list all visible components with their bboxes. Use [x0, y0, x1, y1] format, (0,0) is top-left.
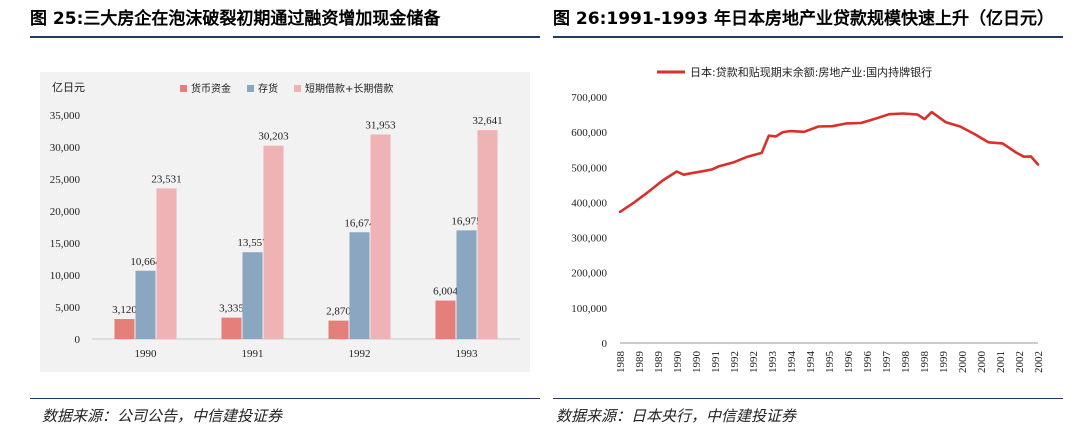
- x-tick-label: 1994: [786, 351, 798, 374]
- x-tick-label: 1992: [748, 351, 760, 373]
- y-tick-label: 20,000: [50, 206, 81, 218]
- y-tick-label: 500,000: [571, 162, 607, 174]
- bar: [156, 188, 177, 339]
- y-tick-label: 10,000: [50, 270, 81, 282]
- y-tick-label: 200,000: [571, 268, 607, 280]
- left-source-note: 数据来源：公司公告，中信建投证券: [42, 407, 283, 425]
- x-tick-label: 1997: [881, 351, 893, 374]
- bar: [263, 145, 284, 339]
- x-tick-label: 1992: [729, 351, 741, 373]
- left-title-rule: [30, 36, 540, 38]
- bar: [242, 252, 263, 339]
- y-tick-label: 300,000: [571, 233, 607, 245]
- x-tick-label: 2000: [957, 351, 969, 374]
- bar: [221, 317, 242, 339]
- bar-data-label: 2,870: [326, 306, 351, 318]
- legend-label: 货币资金: [191, 82, 231, 95]
- legend-swatch: [247, 85, 254, 92]
- right-source-note: 数据来源：日本央行，中信建投证券: [556, 407, 797, 425]
- bar-data-label: 30,203: [258, 131, 289, 143]
- x-tick-label: 2002: [1033, 351, 1045, 373]
- data-line: [618, 110, 1040, 214]
- legend-label: 短期借款+长期借款: [305, 82, 393, 95]
- bar: [349, 232, 370, 339]
- x-tick-label: 1991: [710, 351, 722, 373]
- x-tick-label: 2000: [976, 351, 988, 374]
- legend-swatch: [180, 85, 187, 92]
- bar-data-label: 6,004: [433, 286, 458, 298]
- bar: [456, 230, 477, 339]
- y-tick-label: 600,000: [571, 127, 607, 139]
- x-tick-label: 2002: [1014, 351, 1026, 373]
- y-tick-label: 0: [602, 338, 608, 350]
- bar-data-label: 16,674: [344, 217, 375, 229]
- y-tick-label: 30,000: [50, 142, 81, 154]
- right-source-rule: [553, 398, 1063, 399]
- x-tick-label: 2001: [995, 351, 1007, 373]
- x-tick-label: 1998: [919, 351, 931, 374]
- y-axis-unit-label: 亿日元: [52, 81, 85, 94]
- bar-data-label: 32,641: [472, 115, 502, 127]
- bar-data-label: 31,953: [365, 120, 396, 132]
- y-tick-label: 400,000: [571, 197, 607, 209]
- x-tick-label: 1996: [862, 351, 874, 374]
- y-tick-label: 15,000: [50, 238, 81, 250]
- x-tick-label: 1999: [938, 351, 950, 374]
- x-tick-label: 1989: [653, 351, 665, 374]
- bar-data-label: 3,120: [112, 304, 137, 316]
- x-tick-label: 1988: [615, 351, 627, 374]
- y-tick-label: 35,000: [50, 110, 81, 122]
- x-tick-label: 1991: [242, 348, 264, 360]
- right-title-rule: [553, 36, 1063, 38]
- legend-label: 日本:贷款和贴现期末余额:房地产业:国内持牌银行: [690, 65, 932, 79]
- y-tick-label: 25,000: [50, 174, 81, 186]
- y-tick-label: 0: [75, 334, 81, 346]
- x-tick-label: 1994: [805, 351, 817, 374]
- bar: [477, 130, 498, 339]
- bar-data-label: 10,664: [130, 256, 161, 268]
- x-tick-label: 1996: [843, 351, 855, 374]
- y-tick-label: 700,000: [571, 92, 607, 104]
- x-tick-label: 1990: [691, 351, 703, 374]
- bar-data-label: 16,975: [451, 215, 482, 227]
- legend-label: 存货: [258, 82, 278, 95]
- bar: [135, 270, 156, 339]
- x-tick-label: 1989: [634, 351, 646, 374]
- x-tick-label: 1993: [456, 348, 479, 360]
- bar: [435, 300, 456, 339]
- bar: [114, 319, 135, 339]
- x-tick-label: 1993: [767, 351, 779, 374]
- x-tick-label: 1998: [900, 351, 912, 374]
- x-tick-label: 1995: [824, 351, 836, 374]
- bar: [370, 134, 391, 339]
- x-tick-label: 1990: [672, 351, 684, 374]
- y-tick-label: 100,000: [571, 303, 607, 315]
- bar-data-label: 23,531: [151, 173, 181, 185]
- bar-data-label: 3,335: [219, 303, 244, 315]
- x-tick-label: 1992: [349, 348, 371, 360]
- bar-data-label: 13,557: [237, 237, 268, 249]
- left-source-rule: [30, 398, 540, 399]
- right-chart-title: 图 26:1991-1993 年日本房地产业贷款规模快速上升（亿日元）: [553, 9, 1054, 29]
- left-chart-title: 图 25:三大房企在泡沫破裂初期通过融资增加现金储备: [30, 9, 441, 29]
- x-tick-label: 1990: [135, 348, 158, 360]
- legend-swatch: [294, 85, 301, 92]
- y-tick-label: 5,000: [55, 302, 80, 314]
- bar: [328, 320, 349, 339]
